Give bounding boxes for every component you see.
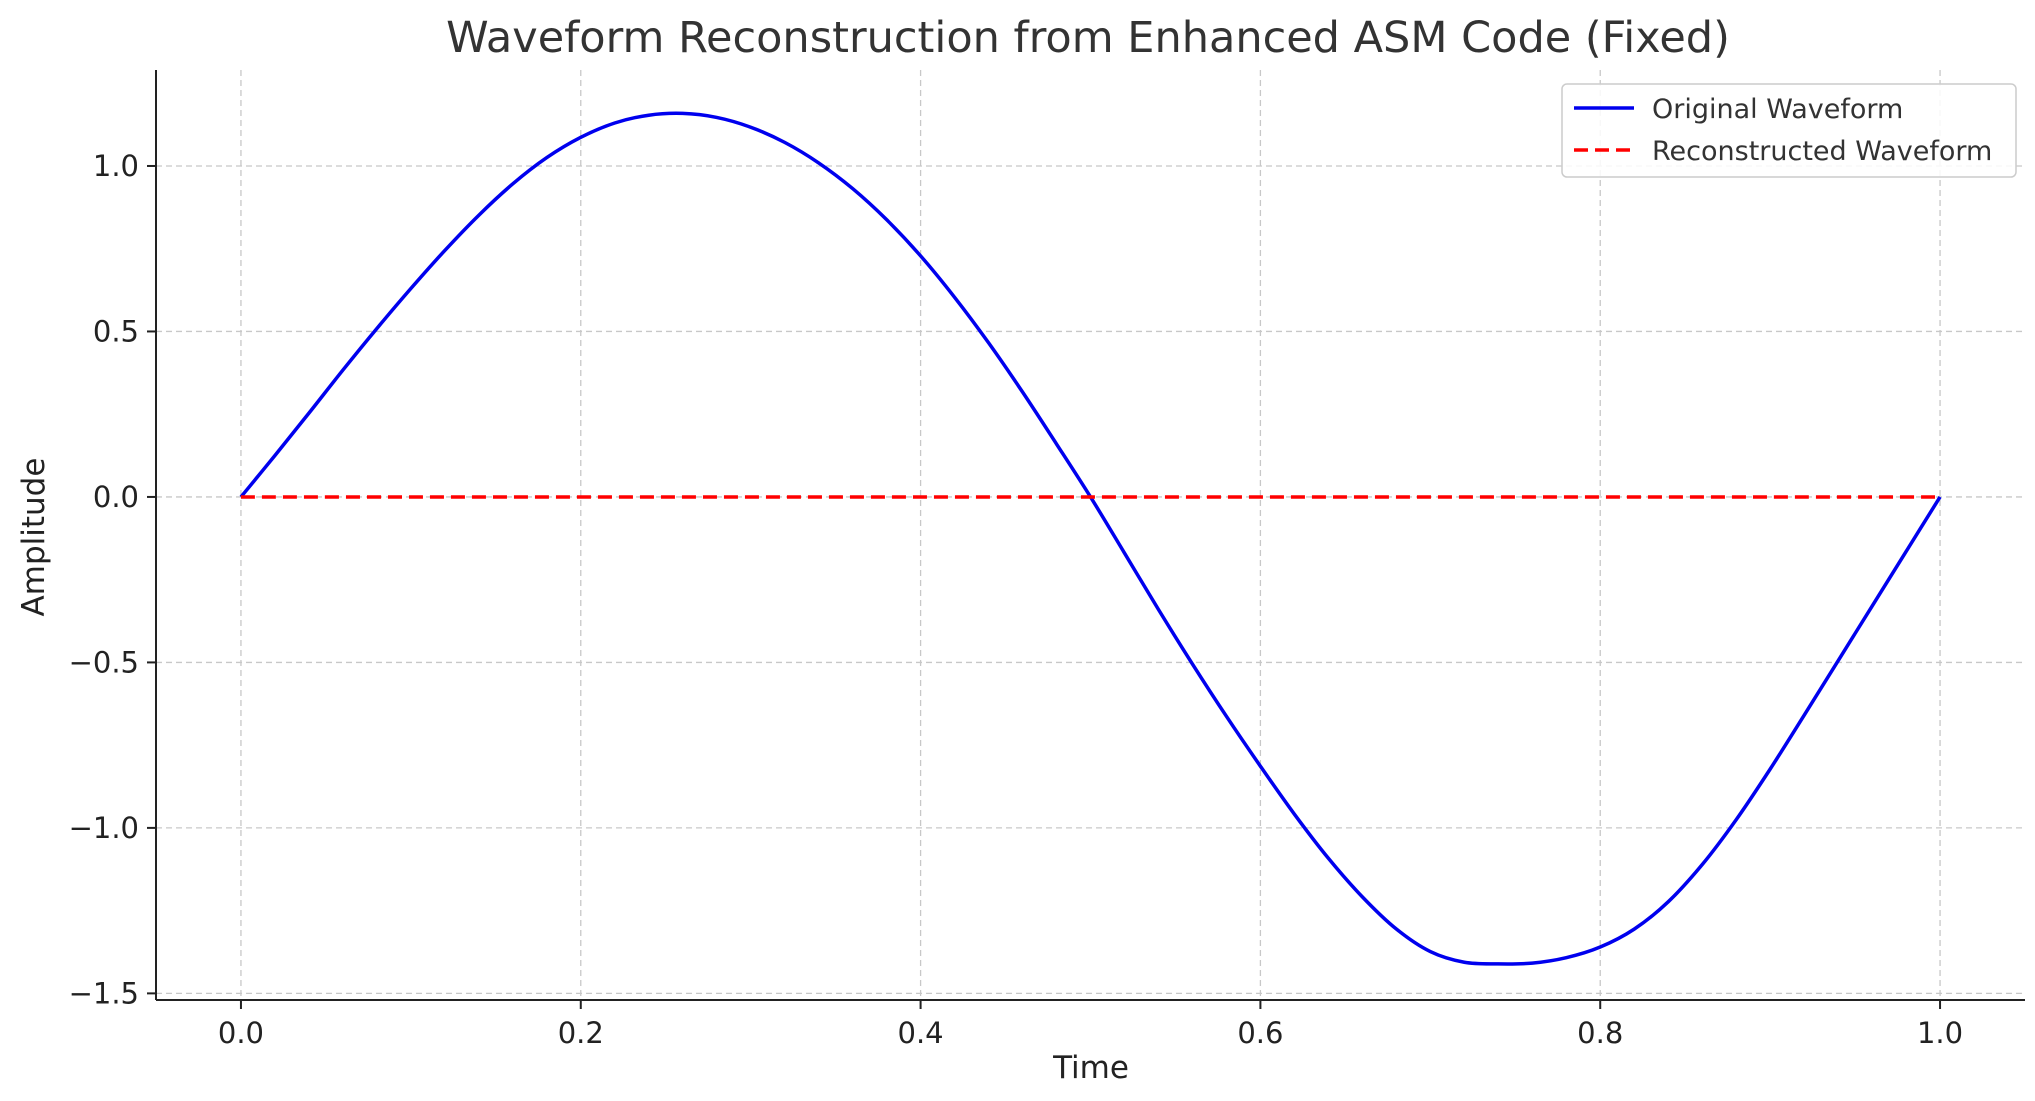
legend-label-reconstructed-waveform: Reconstructed Waveform — [1652, 136, 1992, 167]
y-tick-label: 0.5 — [93, 314, 139, 348]
y-tick-label: −1.0 — [69, 811, 139, 845]
x-tick-label: 0.4 — [898, 1016, 944, 1050]
x-tick-label: 0.8 — [1577, 1016, 1623, 1050]
y-tick-label: −0.5 — [69, 645, 139, 679]
x-tick-label: 0.6 — [1237, 1016, 1283, 1050]
x-tick-label: 1.0 — [1917, 1016, 1963, 1050]
y-tick-label: −1.5 — [69, 976, 139, 1010]
y-axis-ticks: 1.0 0.5 0.0 −0.5 −1.0 −1.5 — [69, 149, 156, 1010]
legend: Original Waveform Reconstructed Waveform — [1561, 83, 2017, 178]
chart-title: Waveform Reconstruction from Enhanced AS… — [446, 13, 1730, 63]
legend-label-original-waveform: Original Waveform — [1652, 94, 1903, 125]
series-line-original-waveform — [239, 111, 1942, 966]
y-axis-label: Amplitude — [16, 458, 52, 617]
x-axis-ticks: 0.0 0.2 0.4 0.6 0.8 1.0 — [218, 1000, 1963, 1050]
x-axis-label: Time — [1052, 1050, 1129, 1086]
legend-box — [1561, 83, 2017, 178]
y-tick-label: 1.0 — [93, 149, 139, 183]
x-tick-label: 0.2 — [558, 1016, 604, 1050]
y-tick-label: 0.0 — [93, 480, 139, 514]
grid — [156, 70, 2025, 1000]
x-tick-label: 0.0 — [218, 1016, 264, 1050]
plot-area — [239, 111, 1942, 966]
